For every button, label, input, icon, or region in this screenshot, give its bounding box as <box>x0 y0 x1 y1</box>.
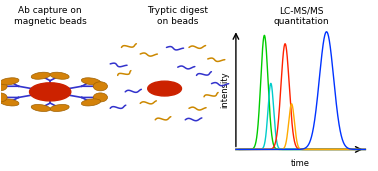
Ellipse shape <box>0 78 19 85</box>
Text: LC-MS/MS
quantitation: LC-MS/MS quantitation <box>274 6 329 26</box>
Ellipse shape <box>31 72 50 79</box>
Text: time: time <box>291 159 310 168</box>
Ellipse shape <box>0 93 7 102</box>
Ellipse shape <box>31 104 50 111</box>
Ellipse shape <box>0 99 19 106</box>
Text: intensity: intensity <box>220 71 229 108</box>
Circle shape <box>148 81 181 96</box>
Ellipse shape <box>50 104 69 111</box>
Ellipse shape <box>81 99 101 106</box>
Ellipse shape <box>81 78 101 85</box>
Circle shape <box>29 83 71 101</box>
Text: Tryptic digest
on beads: Tryptic digest on beads <box>147 6 208 26</box>
Ellipse shape <box>93 93 107 102</box>
Ellipse shape <box>0 82 7 91</box>
Ellipse shape <box>93 82 107 91</box>
Text: Ab capture on
magnetic beads: Ab capture on magnetic beads <box>14 6 87 26</box>
Ellipse shape <box>50 72 69 79</box>
